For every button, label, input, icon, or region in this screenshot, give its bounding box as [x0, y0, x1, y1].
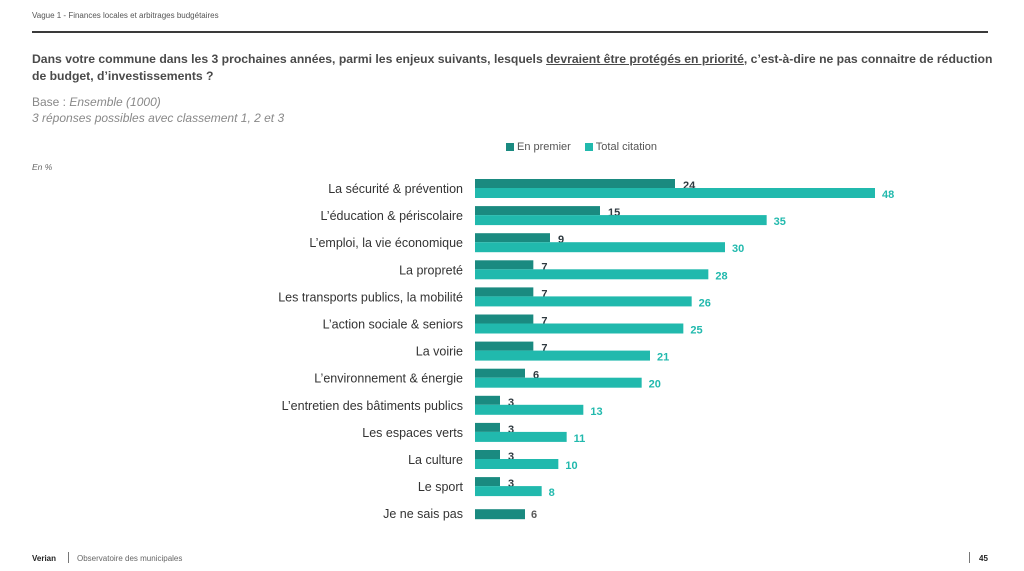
- data-label-total-citation: 35: [774, 216, 786, 228]
- data-label-en-premier: 3: [508, 451, 514, 463]
- bar-en-premier: [475, 450, 500, 459]
- question-part-1: Dans votre commune dans les 3 prochaines…: [32, 52, 547, 66]
- bar-en-premier: [475, 314, 534, 324]
- chart-legend: En premier Total citation: [506, 141, 657, 153]
- bar-total-citation: [475, 296, 692, 307]
- bar-total-citation: [475, 431, 567, 442]
- section-label: Vague 1 - Finances locales et arbitrages…: [32, 11, 219, 20]
- legend-item-total-citation: Total citation: [584, 141, 657, 153]
- category-label: L’entretien des bâtiments publics: [282, 399, 463, 413]
- data-label-total-citation: 26: [699, 297, 711, 309]
- bar-en-premier: [475, 422, 500, 432]
- data-label-total-citation: 20: [649, 379, 661, 391]
- category-label: La culture: [408, 453, 463, 467]
- category-label: La propreté: [399, 263, 463, 277]
- legend-item-en-premier: En premier: [506, 141, 571, 153]
- category-label: La voirie: [416, 345, 463, 359]
- bar-en-premier: [475, 395, 500, 405]
- bar-en-premier: [475, 341, 534, 351]
- question-underlined: devraient être protégés en priorité: [546, 52, 744, 66]
- base-prefix: Base :: [32, 95, 70, 109]
- bar-en-premier: [475, 179, 675, 188]
- unit-label: En %: [32, 162, 53, 172]
- bar-en-premier: [475, 233, 550, 243]
- data-label-en-premier: 7: [541, 288, 547, 300]
- bar-en-premier: [475, 260, 534, 270]
- data-label-total-citation: 13: [590, 406, 602, 418]
- data-label-total-citation: 8: [549, 487, 555, 499]
- category-label: L’éducation & périscolaire: [321, 209, 463, 223]
- bar-en-premier: [475, 477, 500, 487]
- data-label-en-premier: 3: [508, 397, 514, 409]
- category-label: L’action sociale & seniors: [323, 318, 463, 332]
- data-label-en-premier: 9: [558, 234, 564, 246]
- data-label-en-premier: 3: [508, 424, 514, 436]
- data-label-total-citation: 21: [657, 352, 669, 364]
- category-label: Le sport: [418, 480, 464, 494]
- legend-swatch-en-premier: [506, 143, 514, 151]
- category-label: La sécurité & prévention: [328, 182, 463, 196]
- question-text: Dans votre commune dans les 3 prochaines…: [32, 51, 1002, 85]
- bar-total-citation: [475, 377, 642, 388]
- page-separator: [969, 552, 970, 563]
- bar-total-citation: [475, 242, 725, 253]
- category-label: L’environnement & énergie: [314, 372, 463, 386]
- base-info: Base : Ensemble (1000) 3 réponses possib…: [32, 94, 284, 126]
- data-label-en-premier: 7: [541, 343, 547, 355]
- bar-en-premier: [475, 206, 600, 216]
- bar-total-citation: [475, 459, 559, 469]
- category-label: Les espaces verts: [362, 426, 463, 440]
- bar-total-citation: [475, 404, 584, 415]
- legend-swatch-total-citation: [584, 143, 593, 151]
- base-value: Ensemble (1000): [69, 95, 161, 109]
- base-note: 3 réponses possibles avec classement 1, …: [32, 111, 285, 125]
- footer-brand: Verian: [32, 554, 57, 563]
- page-number: 45: [979, 554, 988, 563]
- category-label: Je ne sais pas: [383, 507, 463, 521]
- footer-title: Observatoire des municipales: [77, 554, 183, 563]
- data-label-total-citation: 10: [565, 460, 577, 472]
- data-label-total-citation: 25: [690, 325, 702, 337]
- bar-total-citation: [475, 188, 875, 198]
- data-label-total-citation: 30: [732, 243, 744, 255]
- bar-total-citation: [475, 269, 709, 280]
- bar-total-citation: [475, 486, 542, 497]
- bar-en-premier: [475, 509, 525, 520]
- category-label: Les transports publics, la mobilité: [278, 290, 463, 304]
- legend-label-en-premier: En premier: [517, 141, 571, 153]
- legend-label-total-citation: Total citation: [595, 141, 657, 153]
- data-label-en-premier: 3: [508, 478, 514, 490]
- bar-en-premier: [475, 368, 525, 378]
- category-label: L’emploi, la vie économique: [309, 236, 463, 250]
- data-label-en-premier: 7: [541, 261, 547, 273]
- footer-separator: [68, 552, 69, 563]
- data-label-total-citation: 11: [574, 433, 586, 445]
- question-part-2: , c’est-à-dire ne pas connaitre de réduc…: [32, 52, 993, 83]
- header-divider: [32, 31, 988, 33]
- bar-total-citation: [475, 215, 767, 226]
- bar-total-citation: [475, 350, 650, 361]
- data-label-total-citation: 28: [715, 270, 727, 282]
- data-label-en-premier: 7: [541, 316, 547, 328]
- bar-en-premier: [475, 287, 534, 297]
- data-label-en-premier: 6: [531, 509, 537, 521]
- bar-total-citation: [475, 323, 684, 334]
- data-label-total-citation: 48: [882, 189, 894, 201]
- data-label-en-premier: 6: [533, 370, 539, 382]
